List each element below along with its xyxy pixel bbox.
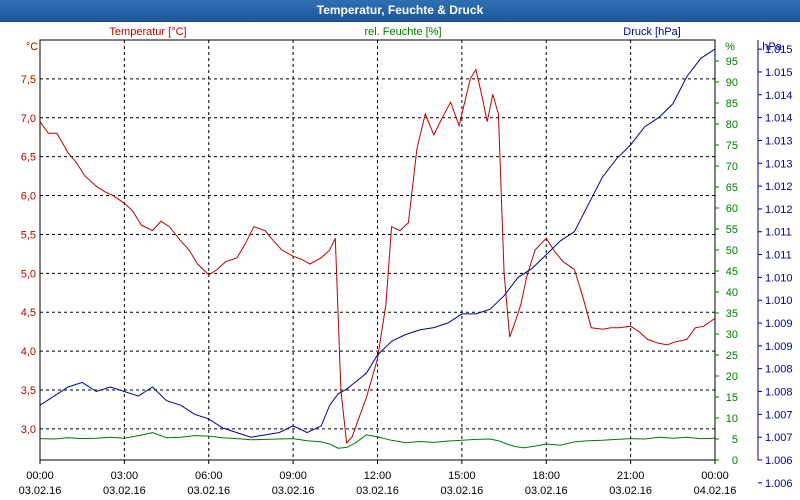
humidity-tick-label: 15 (726, 392, 738, 404)
x-tick-time-label: 18:00 (532, 470, 560, 482)
pressure-tick-label: 1.008 (765, 364, 793, 376)
x-tick-time-label: 00:00 (26, 470, 54, 482)
x-tick-time-label: 12:00 (364, 470, 392, 482)
pressure-tick-label: 1.011 (765, 250, 792, 262)
pressure-tick-label: 1.010 (765, 272, 793, 284)
temperature-tick-label: 4,0 (21, 346, 36, 358)
temperature-unit-label: °C (26, 41, 38, 53)
pressure-tick-label: 1.009 (765, 318, 793, 330)
pressure-tick-label: 1.007 (765, 432, 793, 444)
humidity-tick-label: 95 (726, 56, 738, 68)
humidity-tick-label: 20 (726, 371, 738, 383)
pressure-tick-label: 1.015 (765, 67, 793, 79)
series-line-pressure (39, 48, 716, 438)
chart-title-bar: Temperatur, Feuchte & Druck (0, 0, 800, 22)
pressure-tick-label: 1.006 (765, 455, 793, 467)
x-tick-date-label: 03.02.16 (187, 485, 230, 497)
x-tick-date-label: 03.02.16 (356, 485, 399, 497)
humidity-tick-label: 0 (732, 455, 738, 467)
temperature-tick-label: 3,5 (21, 385, 36, 397)
pressure-tick-label: 1.015 (765, 44, 793, 56)
temperature-tick-label: 7,0 (21, 113, 36, 125)
pressure-tick-label: 1.012 (765, 204, 793, 216)
humidity-unit-label: % (725, 41, 735, 53)
x-tick-time-label: 03:00 (111, 470, 139, 482)
humidity-tick-label: 80 (726, 119, 738, 131)
humidity-tick-label: 45 (726, 266, 738, 278)
humidity-tick-label: 55 (726, 224, 738, 236)
x-tick-date-label: 03.02.16 (440, 485, 483, 497)
humidity-tick-label: 75 (726, 140, 738, 152)
pressure-tick-label: 1.007 (765, 409, 793, 421)
pressure-tick-label: 1.011 (765, 227, 792, 239)
x-tick-time-label: 15:00 (448, 470, 476, 482)
temperature-tick-label: 7,5 (21, 74, 36, 86)
x-tick-date-label: 03.02.16 (272, 485, 315, 497)
humidity-tick-label: 35 (726, 308, 738, 320)
axis-labels: Temperatur [°C] rel. Feuchte [%] Druck [hP… (19, 26, 793, 497)
legend-label-pressure: Druck [hPa] (623, 26, 680, 38)
x-tick-time-label: 06:00 (195, 470, 223, 482)
humidity-tick-label: 40 (726, 287, 738, 299)
pressure-tick-label: 1.014 (765, 90, 793, 102)
pressure-tick-label: 1.010 (765, 295, 793, 307)
humidity-tick-label: 60 (726, 203, 738, 215)
temperature-tick-label: 4,5 (21, 307, 36, 319)
temperature-tick-label: 5,0 (21, 268, 36, 280)
pressure-tick-label: 1.006 (765, 478, 793, 490)
humidity-tick-label: 5 (732, 434, 738, 446)
x-tick-time-label: 21:00 (617, 470, 645, 482)
series-line-temperature (39, 68, 716, 445)
humidity-tick-label: 90 (726, 77, 738, 89)
pressure-unit-label: hPa (762, 41, 782, 53)
legend-label-temperature: Temperatur [°C] (109, 26, 186, 38)
pressure-tick-label: 1.012 (765, 181, 793, 193)
x-tick-date-label: 03.02.16 (525, 485, 568, 497)
x-tick-date-label: 04.02.16 (694, 485, 737, 497)
temperature-tick-label: 6,5 (21, 152, 36, 164)
pressure-tick-label: 1.008 (765, 387, 793, 399)
humidity-tick-label: 30 (726, 329, 738, 341)
x-tick-time-label: 00:00 (701, 470, 729, 482)
legend-label-humidity: rel. Feuchte [%] (364, 26, 441, 38)
x-tick-date-label: 03.02.16 (103, 485, 146, 497)
temperature-tick-label: 5,5 (21, 229, 36, 241)
humidity-tick-label: 10 (726, 413, 738, 425)
humidity-tick-label: 50 (726, 245, 738, 257)
series-lines (39, 48, 716, 449)
pressure-tick-label: 1.013 (765, 158, 793, 170)
x-tick-time-label: 09:00 (279, 470, 307, 482)
x-tick-date-label: 03.02.16 (609, 485, 652, 497)
pressure-tick-label: 1.014 (765, 113, 793, 125)
temperature-tick-label: 6,0 (21, 191, 36, 203)
humidity-tick-label: 65 (726, 182, 738, 194)
pressure-tick-label: 1.013 (765, 135, 793, 147)
x-tick-date-label: 03.02.16 (19, 485, 62, 497)
humidity-tick-label: 25 (726, 350, 738, 362)
series-line-humidity (39, 432, 716, 449)
humidity-tick-label: 70 (726, 161, 738, 173)
grid (40, 40, 715, 460)
humidity-tick-label: 85 (726, 98, 738, 110)
temperature-tick-label: 3,0 (21, 424, 36, 436)
pressure-tick-label: 1.009 (765, 341, 793, 353)
